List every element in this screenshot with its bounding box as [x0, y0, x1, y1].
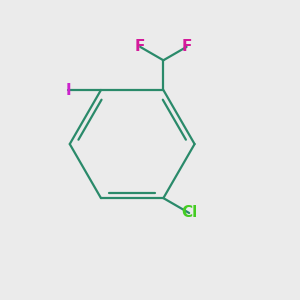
- Text: F: F: [182, 39, 192, 54]
- Text: I: I: [65, 82, 71, 98]
- Text: F: F: [135, 39, 146, 54]
- Text: Cl: Cl: [181, 206, 197, 220]
